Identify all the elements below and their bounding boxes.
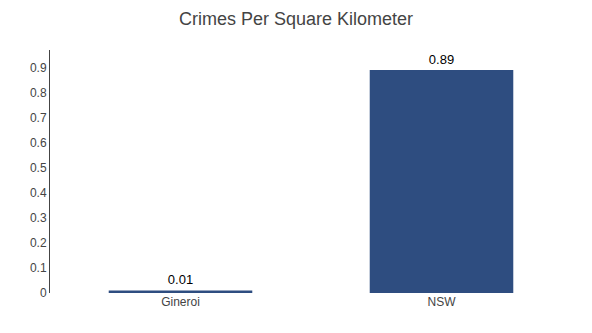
svg-text:0.2: 0.2 [30,236,47,250]
svg-text:0.6: 0.6 [30,136,47,150]
svg-text:0: 0 [40,286,47,300]
svg-text:NSW: NSW [428,295,457,309]
svg-text:0.8: 0.8 [30,86,47,100]
svg-text:0.7: 0.7 [30,111,47,125]
svg-text:0.1: 0.1 [30,261,47,275]
svg-text:0.5: 0.5 [30,161,47,175]
svg-text:0.01: 0.01 [168,272,193,287]
svg-text:0.9: 0.9 [30,61,47,75]
svg-text:0.4: 0.4 [30,186,47,200]
svg-text:Crimes Per Square Kilometer: Crimes Per Square Kilometer [179,9,413,29]
svg-text:0.89: 0.89 [429,52,454,67]
svg-text:Gineroi: Gineroi [161,295,200,309]
svg-text:0.3: 0.3 [30,211,47,225]
